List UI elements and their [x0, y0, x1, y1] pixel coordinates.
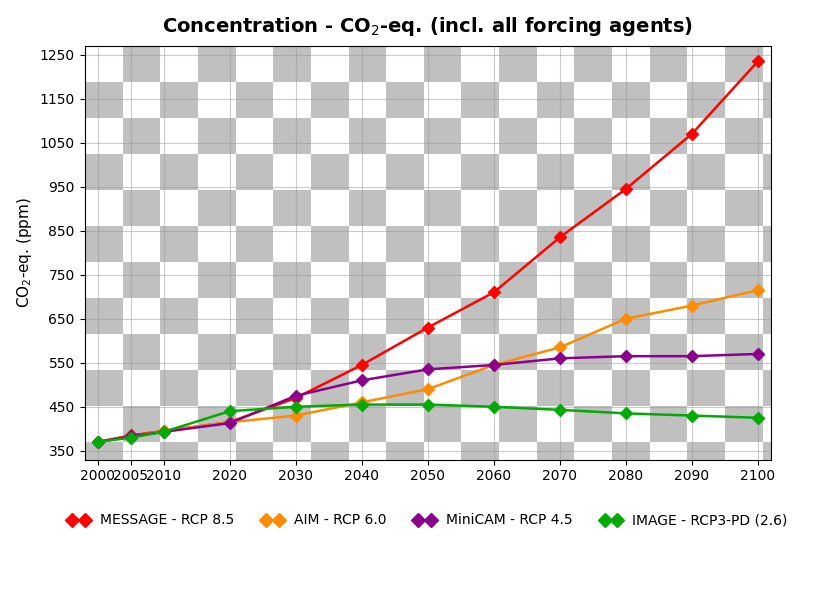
MiniCAM - RCP 4.5 [225, 419, 235, 427]
AIM - RCP 6.0 [555, 344, 565, 351]
Legend: MESSAGE - RCP 8.5, AIM - RCP 6.0, MiniCAM - RCP 4.5, IMAGE - RCP3-PD (2.6): MESSAGE - RCP 8.5, AIM - RCP 6.0, MiniCA… [62, 508, 793, 533]
MiniCAM - RCP 4.5 [159, 429, 168, 436]
MESSAGE - RCP 8.5 [621, 185, 631, 192]
Y-axis label: CO$_2$-eq. (ppm): CO$_2$-eq. (ppm) [15, 197, 34, 308]
AIM - RCP 6.0 [126, 433, 136, 440]
AIM - RCP 6.0 [93, 438, 103, 445]
AIM - RCP 6.0 [489, 361, 499, 368]
Title: Concentration - CO$_2$-eq. (incl. all forcing agents): Concentration - CO$_2$-eq. (incl. all fo… [163, 15, 693, 38]
Line: AIM - RCP 6.0: AIM - RCP 6.0 [94, 286, 762, 446]
MiniCAM - RCP 4.5 [126, 433, 136, 440]
MESSAGE - RCP 8.5 [687, 130, 697, 138]
MESSAGE - RCP 8.5 [489, 288, 499, 296]
MiniCAM - RCP 4.5 [753, 350, 763, 358]
AIM - RCP 6.0 [357, 399, 367, 406]
MESSAGE - RCP 8.5 [753, 58, 763, 65]
IMAGE - RCP3-PD (2.6) [126, 434, 136, 441]
AIM - RCP 6.0 [753, 287, 763, 294]
Line: IMAGE - RCP3-PD (2.6): IMAGE - RCP3-PD (2.6) [94, 400, 762, 446]
IMAGE - RCP3-PD (2.6) [555, 406, 565, 413]
IMAGE - RCP3-PD (2.6) [422, 401, 432, 408]
MESSAGE - RCP 8.5 [422, 324, 432, 331]
MiniCAM - RCP 4.5 [555, 355, 565, 362]
AIM - RCP 6.0 [225, 418, 235, 426]
MESSAGE - RCP 8.5 [159, 427, 168, 435]
IMAGE - RCP3-PD (2.6) [93, 438, 103, 445]
MESSAGE - RCP 8.5 [290, 394, 300, 401]
MiniCAM - RCP 4.5 [93, 438, 103, 445]
IMAGE - RCP3-PD (2.6) [290, 403, 300, 410]
IMAGE - RCP3-PD (2.6) [687, 412, 697, 419]
IMAGE - RCP3-PD (2.6) [489, 403, 499, 410]
IMAGE - RCP3-PD (2.6) [621, 410, 631, 417]
IMAGE - RCP3-PD (2.6) [159, 429, 168, 436]
MiniCAM - RCP 4.5 [357, 377, 367, 384]
AIM - RCP 6.0 [687, 302, 697, 309]
IMAGE - RCP3-PD (2.6) [225, 407, 235, 415]
MESSAGE - RCP 8.5 [225, 418, 235, 426]
MiniCAM - RCP 4.5 [290, 392, 300, 400]
Line: MiniCAM - RCP 4.5: MiniCAM - RCP 4.5 [94, 350, 762, 446]
IMAGE - RCP3-PD (2.6) [753, 414, 763, 421]
MESSAGE - RCP 8.5 [93, 438, 103, 445]
IMAGE - RCP3-PD (2.6) [357, 401, 367, 408]
MiniCAM - RCP 4.5 [422, 366, 432, 373]
AIM - RCP 6.0 [290, 412, 300, 419]
AIM - RCP 6.0 [422, 386, 432, 393]
AIM - RCP 6.0 [159, 427, 168, 435]
MESSAGE - RCP 8.5 [357, 361, 367, 368]
MESSAGE - RCP 8.5 [555, 234, 565, 241]
Line: MESSAGE - RCP 8.5: MESSAGE - RCP 8.5 [94, 57, 762, 446]
MESSAGE - RCP 8.5 [126, 432, 136, 439]
MiniCAM - RCP 4.5 [621, 353, 631, 360]
MiniCAM - RCP 4.5 [489, 361, 499, 368]
MiniCAM - RCP 4.5 [687, 353, 697, 360]
AIM - RCP 6.0 [621, 315, 631, 322]
